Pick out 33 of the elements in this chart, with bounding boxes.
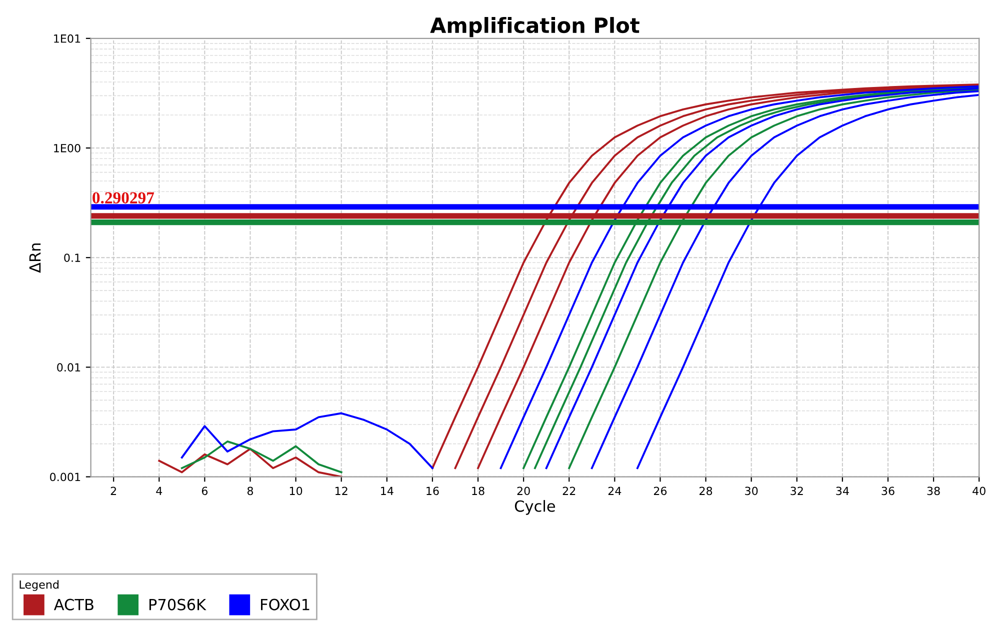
x-tick-label: 8 [247,486,254,496]
ref-line-label: 0.290297 [92,192,154,204]
y-axis-title: ΔRn [29,244,41,273]
x-tick-label: 10 [290,486,302,496]
x-tick-label: 20 [517,486,530,496]
x-tick-label: 16 [426,486,439,496]
chart-title: Amplification Plot [430,17,640,38]
y-tick-label: 1E01 [54,34,80,43]
x-tick-label: 40 [972,486,986,496]
x-tick-label: 30 [745,486,758,496]
x-tick-label: 38 [927,486,940,496]
x-tick-label: 22 [562,486,576,495]
x-tick-label: 4 [156,486,162,495]
x-tick-label: 24 [608,486,622,495]
y-tick-label: 0.1 [64,254,80,262]
x-tick-label: 12 [336,486,348,495]
legend-label: P70S6K [149,598,206,610]
x-tick-label: 28 [700,486,712,496]
legend-title: Legend [20,580,58,591]
x-tick-label: 2 [110,486,116,495]
y-tick-label: 0.01 [57,363,80,372]
x-tick-label: 6 [202,486,208,496]
legend-label: ACTB [54,598,94,610]
y-tick-label: 0.001 [50,472,80,482]
x-tick-label: 14 [381,486,394,495]
legend-label: FOXO1 [261,598,310,610]
x-tick-label: 18 [472,486,484,496]
x-tick-label: 26 [654,486,667,496]
x-tick-label: 34 [836,486,849,496]
x-tick-label: 32 [790,486,803,496]
x-axis-title: Cycle [514,500,556,515]
y-tick-label: 1E00 [54,144,80,152]
x-tick-label: 36 [882,486,894,496]
